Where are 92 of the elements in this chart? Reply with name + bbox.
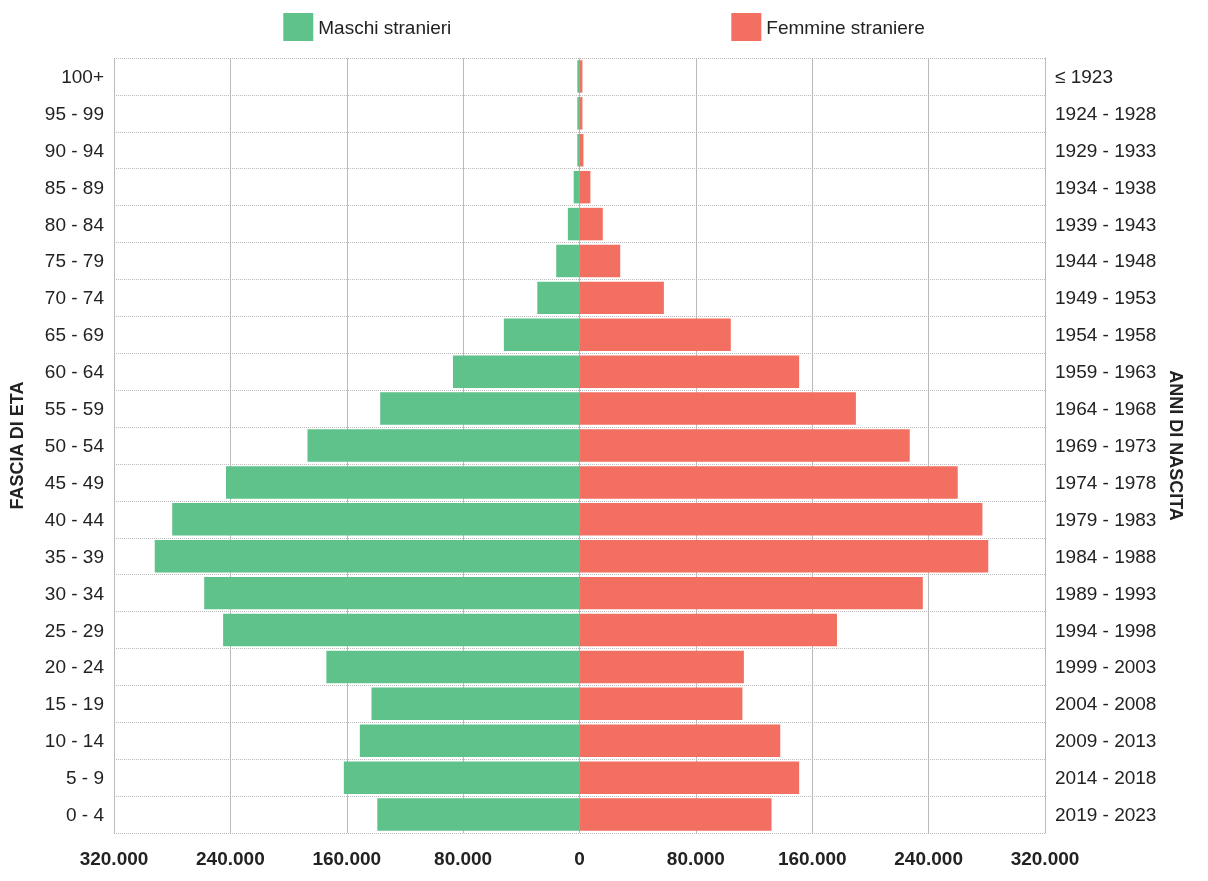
x-tick-label: 160.000 (777, 848, 847, 869)
y-tick-label: 95 - 99 (44, 102, 104, 124)
y-tick-label: 90 - 94 (44, 139, 105, 161)
bar (579, 613, 837, 647)
y-tick-label: 20 - 24 (44, 656, 105, 678)
bar (537, 281, 580, 315)
y-tick-label: 30 - 34 (44, 582, 105, 604)
y2-tick-label: 1939 - 1943 (1055, 213, 1157, 235)
bar (579, 466, 958, 499)
bar (359, 724, 580, 757)
bar (223, 613, 580, 647)
y2-tick-label: 1924 - 1928 (1055, 102, 1157, 124)
y-tick-label: 50 - 54 (44, 435, 105, 456)
bar (204, 576, 580, 610)
bar (154, 539, 580, 573)
y2-tick-label: 1969 - 1973 (1055, 435, 1157, 456)
bar (579, 650, 744, 684)
y2-tick-label: 2014 - 2018 (1055, 767, 1157, 789)
bar (579, 429, 910, 462)
x-tick-label: 80.000 (666, 848, 725, 869)
bar (579, 539, 989, 573)
y2-tick-label: 1989 - 1993 (1055, 582, 1157, 604)
y-tick-label: 40 - 44 (44, 508, 105, 530)
y2-tick-label: 1959 - 1963 (1055, 361, 1157, 383)
y2-tick-label: 2004 - 2008 (1055, 693, 1157, 715)
y2-tick-label: 1964 - 1968 (1055, 398, 1157, 420)
bar (326, 650, 580, 684)
bar (503, 318, 580, 352)
y2-tick-label: 2019 - 2023 (1055, 804, 1157, 826)
bar (556, 244, 580, 278)
y2-tick-label: 1984 - 1988 (1055, 545, 1157, 567)
bar (579, 724, 781, 757)
y2-axis-title: ANNI DI NASCITA (1166, 370, 1187, 521)
y-tick-label: 70 - 74 (44, 287, 105, 309)
x-tick-label: 0 (574, 848, 585, 869)
bar (579, 244, 621, 278)
y-tick-label: 60 - 64 (44, 361, 105, 383)
y2-tick-label: 1949 - 1953 (1055, 287, 1157, 309)
x-tick-label: 320.000 (1010, 848, 1080, 869)
bar (226, 466, 580, 499)
bar (172, 503, 580, 536)
y2-tick-label: 1944 - 1948 (1055, 250, 1157, 272)
y2-tick-label: 1934 - 1938 (1055, 176, 1157, 198)
y-tick-label: 85 - 89 (44, 176, 104, 198)
y-axis-title: FASCIA DI ETA (7, 381, 27, 510)
x-tick-label: 320.000 (79, 848, 149, 869)
y-tick-label: 25 - 29 (44, 619, 104, 641)
bar (579, 170, 591, 204)
bar (579, 355, 800, 388)
bar (579, 576, 923, 610)
y-tick-label: 10 - 14 (44, 730, 105, 752)
bar (380, 392, 580, 425)
y-tick-label: 5 - 9 (65, 767, 104, 789)
y2-tick-label: 1929 - 1933 (1055, 139, 1157, 161)
y2-tick-label: ≤ 1923 (1055, 65, 1113, 87)
bar (577, 134, 580, 167)
bar (573, 170, 580, 204)
y-tick-label: 65 - 69 (44, 324, 104, 346)
x-tick-label: 240.000 (894, 848, 963, 869)
bar (579, 318, 731, 352)
bar (377, 798, 580, 831)
x-tick-label: 160.000 (312, 848, 382, 869)
bar (579, 687, 743, 721)
y2-tick-label: 1994 - 1998 (1055, 619, 1157, 641)
y2-tick-label: 2009 - 2013 (1055, 730, 1157, 752)
bar (307, 429, 580, 462)
y-tick-label: 75 - 79 (44, 250, 104, 272)
x-tick-label: 80.000 (434, 848, 493, 869)
bar (579, 207, 603, 241)
y2-tick-label: 1999 - 2003 (1055, 656, 1157, 678)
y2-tick-label: 1954 - 1958 (1055, 324, 1157, 346)
y2-tick-label: 1979 - 1983 (1055, 508, 1157, 530)
y-tick-label: 55 - 59 (44, 398, 104, 420)
bar (579, 392, 856, 425)
bar (343, 761, 580, 794)
bar (579, 503, 983, 536)
y-tick-label: 0 - 4 (65, 804, 105, 826)
legend-label: Maschi stranieri (318, 16, 452, 38)
y-tick-label: 35 - 39 (44, 545, 104, 567)
bar (452, 355, 580, 388)
y-tick-label: 80 - 84 (44, 213, 105, 235)
bar (579, 281, 664, 315)
y-tick-label: 15 - 19 (44, 693, 104, 715)
y2-tick-label: 1974 - 1978 (1055, 471, 1157, 493)
bar (371, 687, 580, 721)
x-tick-label: 240.000 (196, 848, 265, 869)
y-tick-label: 100+ (61, 65, 104, 87)
bar (579, 761, 800, 794)
legend-label: Femmine straniere (766, 16, 925, 38)
y-tick-label: 45 - 49 (44, 471, 104, 493)
bar (579, 798, 772, 831)
bar (567, 207, 580, 241)
